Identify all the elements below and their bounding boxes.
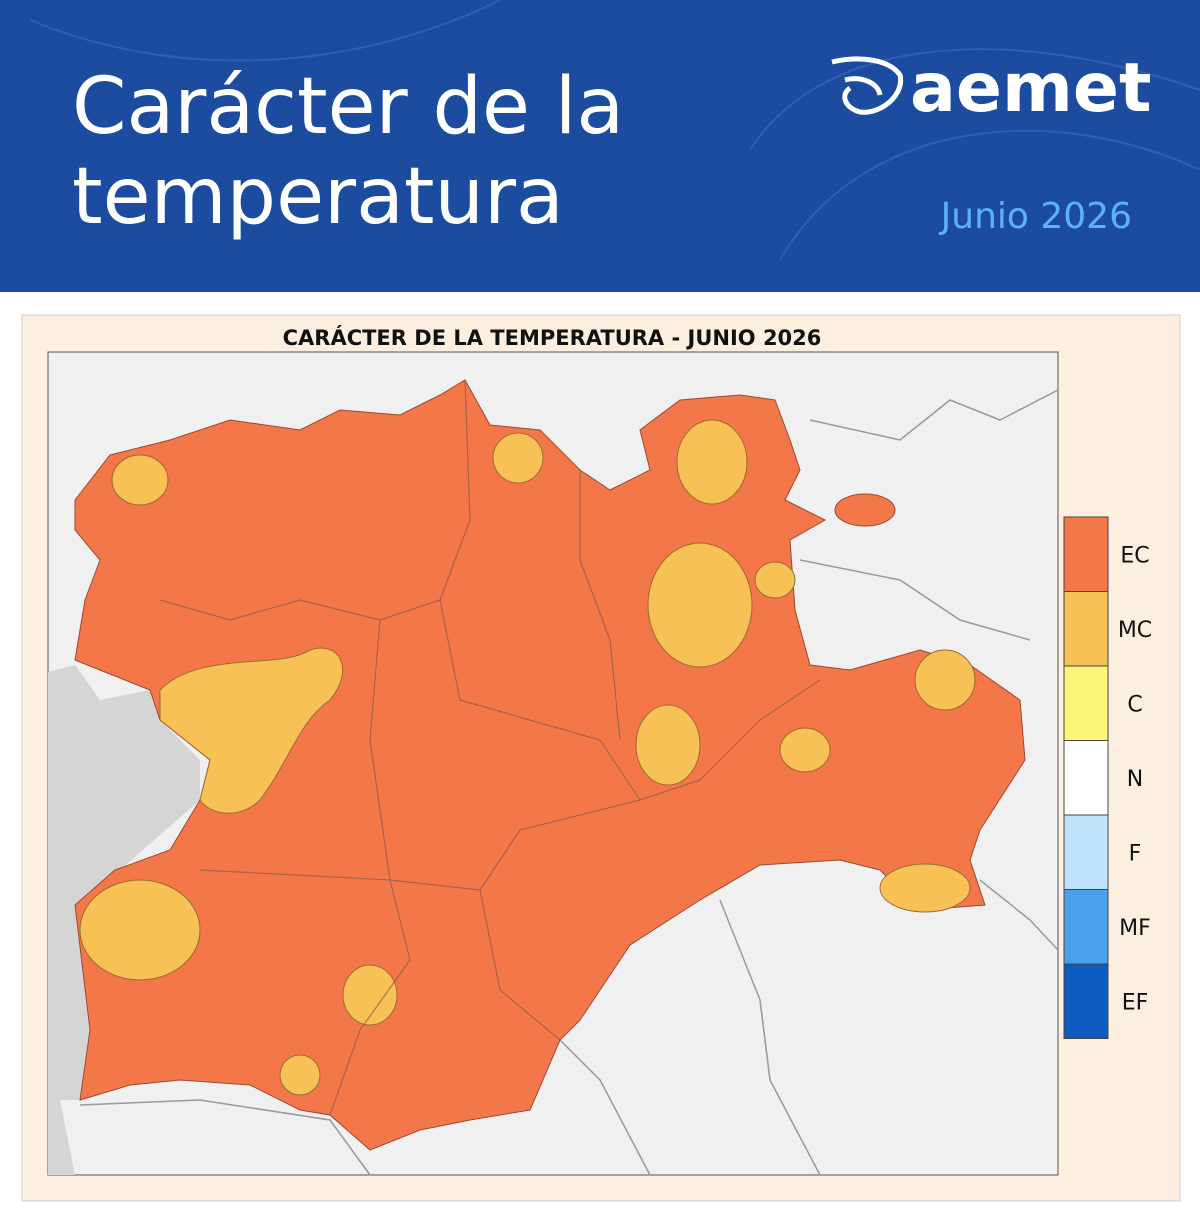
map-region (74, 379, 1026, 1151)
legend-label: EF (1122, 990, 1149, 1015)
legend-swatch (1063, 889, 1109, 965)
legend-label: EC (1120, 543, 1149, 568)
region-mc (676, 419, 748, 505)
legend-swatch (1063, 963, 1109, 1039)
region-mc (635, 704, 701, 786)
legend: EC MC C N F MF EF (1063, 516, 1152, 1039)
legend-label: F (1129, 841, 1142, 866)
region-mc (492, 432, 544, 484)
region-mc (779, 727, 831, 773)
region-mc (79, 879, 201, 981)
region-mc (111, 454, 169, 506)
legend-label: N (1127, 767, 1143, 792)
legend-swatch (1063, 591, 1109, 667)
map-title: CARÁCTER DE LA TEMPERATURA - JUNIO 2026 (283, 325, 822, 350)
legend-label: MF (1119, 916, 1151, 941)
region-mc (754, 561, 796, 599)
region-ec (834, 493, 896, 527)
header-title: Carácter de la (72, 62, 624, 152)
logo-text: aemet (910, 49, 1152, 128)
header-date: Junio 2026 (939, 196, 1132, 237)
legend-label: C (1127, 692, 1142, 717)
legend-swatch (1063, 740, 1109, 816)
legend-swatch (1063, 516, 1109, 592)
header-decoration (29, 0, 1200, 261)
region-mc (879, 863, 971, 913)
region-mc (159, 647, 344, 814)
legend-swatch (1063, 814, 1109, 890)
region-mc (279, 1054, 321, 1096)
region-mc (914, 649, 976, 711)
region-mc (647, 542, 753, 668)
borders (79, 389, 1059, 1176)
legend-label: MC (1118, 618, 1152, 643)
legend-swatch (1063, 665, 1109, 741)
region-portugal (48, 665, 200, 1175)
logo-icon (831, 56, 904, 115)
province-lines (159, 379, 821, 1116)
region-mc (342, 964, 398, 1026)
header-title: temperatura (72, 152, 564, 242)
